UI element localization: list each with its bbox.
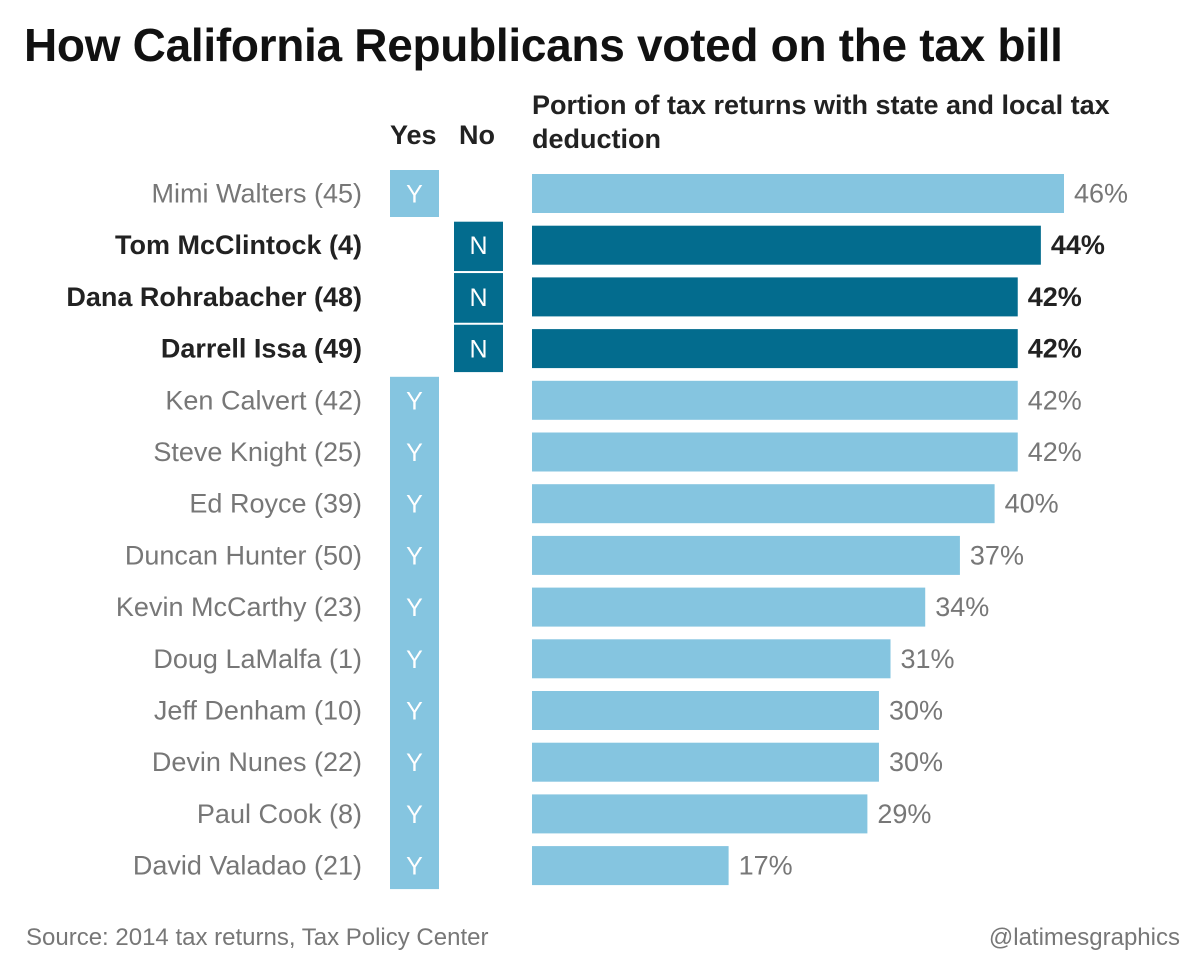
representative-label: Jeff Denham (10)	[154, 696, 362, 726]
deduction-value-label: 29%	[877, 799, 931, 829]
deduction-bar	[532, 535, 960, 575]
deduction-bar	[532, 380, 1018, 420]
deduction-bar	[532, 225, 1041, 265]
representative-label: Ken Calvert (42)	[165, 385, 362, 415]
representative-label: Kevin McCarthy (23)	[116, 592, 362, 622]
credit-note: @latimesgraphics	[988, 924, 1180, 951]
yes-vote-column	[390, 376, 439, 890]
no-vote-mark: N	[469, 232, 487, 260]
deduction-value-label: 42%	[1028, 385, 1082, 415]
yes-column-header: Yes	[390, 120, 437, 150]
deduction-bar	[532, 174, 1064, 213]
source-note: Source: 2014 tax returns, Tax Policy Cen…	[26, 924, 489, 951]
deduction-value-label: 46%	[1074, 179, 1128, 209]
no-vote-separator	[454, 271, 503, 274]
yes-vote-mark: Y	[406, 749, 423, 777]
representative-label: Devin Nunes (22)	[152, 747, 362, 777]
yes-vote-mark: Y	[406, 542, 423, 570]
no-vote-column	[454, 221, 503, 373]
yes-vote-mark: Y	[406, 698, 423, 726]
deduction-value-label: 30%	[889, 747, 943, 777]
yes-vote-mark: Y	[406, 387, 423, 415]
deduction-bar	[532, 742, 879, 782]
yes-vote-column	[390, 170, 439, 217]
deduction-value-label: 30%	[889, 696, 943, 726]
representative-label: Paul Cook (8)	[197, 799, 362, 829]
representative-label: David Valadao (21)	[133, 851, 362, 881]
deduction-value-label: 17%	[739, 851, 793, 881]
no-vote-mark: N	[469, 284, 487, 312]
yes-vote-mark: Y	[406, 594, 423, 622]
yes-vote-mark: Y	[406, 801, 423, 829]
deduction-bar	[532, 846, 729, 886]
representative-label: Mimi Walters (45)	[151, 179, 362, 209]
deduction-value-label: 37%	[970, 540, 1024, 570]
representative-label: Ed Royce (39)	[189, 489, 362, 519]
deduction-bar	[532, 794, 868, 834]
representative-label: Duncan Hunter (50)	[125, 540, 362, 570]
yes-vote-mark: Y	[406, 491, 423, 519]
deduction-value-label: 44%	[1051, 230, 1105, 260]
deduction-bar	[532, 277, 1018, 317]
deduction-bar	[532, 432, 1018, 472]
deduction-bar	[532, 587, 926, 627]
deduction-value-label: 34%	[935, 592, 989, 622]
representative-label: Dana Rohrabacher (48)	[66, 282, 362, 312]
representative-label: Doug LaMalfa (1)	[153, 644, 362, 674]
deduction-value-label: 42%	[1028, 334, 1082, 364]
deduction-value-label: 31%	[901, 644, 955, 674]
deduction-value-label: 40%	[1005, 489, 1059, 519]
bar-chart-title: Portion of tax returns with state and lo…	[532, 90, 1110, 154]
no-column-header: No	[459, 120, 495, 150]
representative-label: Steve Knight (25)	[153, 437, 362, 467]
no-vote-separator	[454, 322, 503, 325]
representative-label: Tom McClintock (4)	[115, 230, 362, 260]
deduction-value-label: 42%	[1028, 282, 1082, 312]
yes-vote-mark: Y	[406, 646, 423, 674]
chart-title: How California Republicans voted on the …	[24, 19, 1063, 71]
deduction-bar	[532, 329, 1018, 369]
yes-vote-mark: Y	[406, 181, 423, 209]
representative-label: Darrell Issa (49)	[161, 334, 362, 364]
deduction-bar	[532, 484, 995, 524]
deduction-value-label: 42%	[1028, 437, 1082, 467]
yes-vote-mark: Y	[406, 853, 423, 881]
deduction-bar	[532, 691, 879, 730]
yes-vote-mark: Y	[406, 439, 423, 467]
deduction-bar	[532, 639, 891, 679]
no-vote-mark: N	[469, 336, 487, 364]
